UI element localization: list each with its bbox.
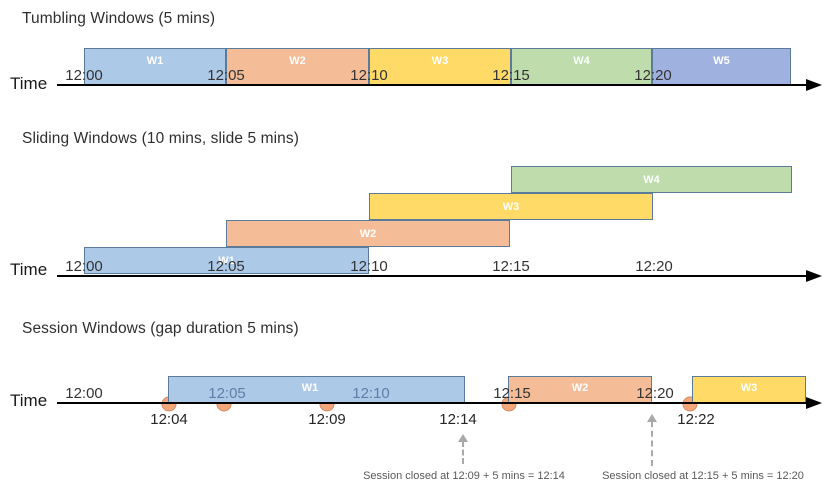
event-label-1209: 12:09 — [308, 411, 346, 428]
sliding-axis-arrowhead-icon — [806, 270, 822, 282]
session-time-axis — [57, 402, 808, 404]
tumbling-window-w5: W5 — [652, 48, 791, 86]
session-closed-annotation-2: Session closed at 12:15 + 5 mins = 12:20 — [602, 470, 804, 482]
session-closed-annotation-1: Session closed at 12:09 + 5 mins = 12:14 — [363, 470, 565, 482]
session-title: Session Windows (gap duration 5 mins) — [22, 320, 299, 337]
tumbling-window-w2: W2 — [226, 48, 369, 86]
sliding-window-w2: W2 — [226, 220, 510, 247]
callout-arrowhead-1-icon — [458, 434, 468, 442]
session-window-w2 — [508, 376, 652, 403]
session-inner-tick-1205: 12:05 — [208, 385, 246, 402]
tumbling-window-w3-label: W3 — [431, 55, 449, 67]
session-window-w2-label: W2 — [571, 382, 589, 394]
session-window-w1-label: W1 — [301, 382, 319, 394]
event-label-1222: 12:22 — [677, 411, 715, 428]
tumbling-title: Tumbling Windows (5 mins) — [22, 10, 216, 27]
sliding-window-w4-label: W4 — [643, 173, 660, 186]
sliding-tick-1220: 12:20 — [635, 258, 673, 275]
tumbling-axis-arrowhead-icon — [806, 79, 822, 91]
callout-arrowhead-2-icon — [647, 414, 657, 422]
session-axis-time-label: Time — [10, 391, 48, 410]
session-tick-1215: 12:15 — [493, 385, 531, 402]
tumbling-tick-1200: 12:00 — [65, 67, 103, 84]
sliding-window-w3: W3 — [369, 193, 653, 220]
tumbling-tick-1205: 12:05 — [207, 67, 245, 84]
sliding-title: Sliding Windows (10 mins, slide 5 mins) — [22, 130, 299, 147]
tumbling-window-w4-label: W4 — [573, 55, 590, 67]
sliding-time-axis — [57, 275, 808, 277]
session-inner-tick-1210: 12:10 — [352, 385, 390, 402]
session-tick-1220: 12:20 — [636, 385, 674, 402]
tumbling-time-axis — [57, 84, 808, 86]
tumbling-tick-1220: 12:20 — [634, 67, 672, 84]
tumbling-tick-1210: 12:10 — [350, 67, 388, 84]
callout-arrow-1 — [462, 441, 464, 464]
sliding-window-w3-label: W3 — [502, 200, 520, 213]
callout-arrow-2 — [651, 421, 653, 466]
sliding-axis-time-label: Time — [10, 260, 48, 279]
sliding-window-w1-label: W1 — [218, 254, 235, 267]
sliding-tick-1215: 12:15 — [492, 258, 530, 275]
tumbling-window-w2-label: W2 — [289, 55, 306, 67]
session-window-w3-label: W3 — [740, 382, 758, 394]
tumbling-window-w5-label: W5 — [713, 55, 730, 67]
sliding-tick-1205: 12:05 — [207, 258, 245, 275]
sliding-window-w1: W1 — [84, 247, 369, 274]
session-tick-1200: 12:00 — [65, 385, 103, 402]
event-label-1214: 12:14 — [439, 411, 477, 428]
tumbling-window-w3: W3 — [369, 48, 511, 86]
event-label-1204: 12:04 — [150, 411, 188, 428]
tumbling-window-w4: W4 — [511, 48, 652, 86]
session-axis-arrowhead-icon — [806, 397, 822, 409]
tumbling-axis-time-label: Time — [10, 74, 48, 93]
tumbling-window-w1: W1 — [84, 48, 226, 86]
sliding-window-w2-label: W2 — [359, 227, 377, 240]
tumbling-window-w1-label: W1 — [146, 55, 164, 67]
sliding-tick-1210: 12:10 — [350, 258, 388, 275]
sliding-window-w4: W4 — [511, 166, 792, 193]
tumbling-tick-1215: 12:15 — [492, 67, 530, 84]
sliding-tick-1200: 12:00 — [65, 258, 103, 275]
